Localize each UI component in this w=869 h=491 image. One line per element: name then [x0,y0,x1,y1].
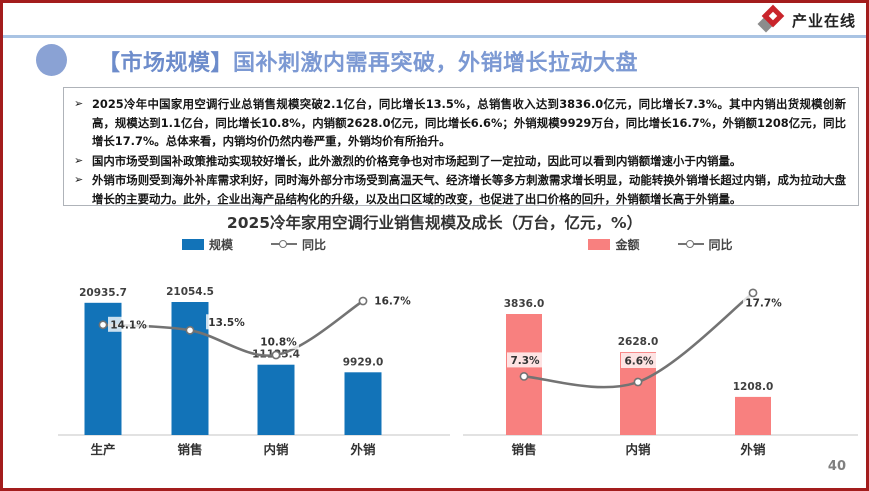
line-value-label: 14.1% [110,319,147,331]
legend-item-yoy-left: 同比 [271,236,326,253]
chart-units: 20935.7生产21054.5销售11125.4内销9929.0外销14.1%… [58,286,450,457]
legend-item-scale: 规模 [181,236,233,253]
bar [257,364,295,435]
bar-value-label: 2628.0 [618,336,659,348]
line-label-box [743,294,784,310]
title-bullet-circle [36,44,67,76]
bar-value-label: 9929.0 [343,356,384,368]
legend-left: 规模 同比 [58,235,450,253]
bullet-arrow-icon: ➢ [74,97,84,110]
chart-value: 3836.0 销售 2628.0 内销 1208.0 外销 7.3% 6.6% 17.7% [463,288,858,457]
line-marker [519,372,529,381]
legend-item-yoy-right: 同比 [677,236,733,253]
bullet-arrow-icon: ➢ [74,153,84,167]
page-title-prefix: 【市场规模】 [98,51,234,76]
category-label: 销售 [511,442,536,457]
summary-bullet: ➢ 外销市场则受到海外补库需求利好，同时海外部分市场受到高温天气、经济增长等多方刺… [74,171,846,206]
line-marker [358,296,368,306]
page-number: 40 [827,459,846,474]
category-label: 生产 [90,442,115,457]
bar-value-label: 21054.5 [166,286,214,298]
legend-label-yoy-left: 同比 [302,237,327,252]
summary-bullet: ➢ 2025冷年中国家用空调行业总销售规模突破2.1亿台，同比增长13.5%，总销… [74,95,846,151]
bar-swatch-icon [181,238,204,250]
bar-value-label: 1208.0 [733,381,774,393]
line-value-label: 16.7% [374,296,411,308]
page-title: 【市场规模】国补刺激内需再突破，外销增长拉动大盘 [98,45,638,77]
line-marker [633,377,643,387]
bar [735,396,771,435]
line-label-box [621,353,657,368]
line-marker-icon [677,240,704,248]
line-value-label: 13.5% [208,317,245,329]
brand-diamond-icon [756,4,786,34]
line-marker-icon [271,240,297,248]
bullet-arrow-icon: ➢ [74,173,84,186]
line-value-label: 17.7% [745,297,782,309]
line-value-label: 6.6% [624,356,654,368]
bar-value-label: 3836.0 [504,298,545,310]
page-title-rest: 国补刺激内需再突破，外销增长拉动大盘 [233,51,639,76]
summary-bullet: ➢ 国内市场受到国补政策推动实现较好增长，此外激烈的价格竞争也对市场起到了一定拉动… [74,152,846,171]
legend-label-amount: 金额 [615,237,640,252]
bullet-text: 外销市场则受到海外补库需求利好，同时海外部分市场受到高温天气、经济增长等多方刺激… [92,173,846,206]
line-label-box [258,334,299,349]
top-band [3,3,866,35]
header-divider [3,35,866,38]
category-label: 外销 [739,442,766,457]
bullet-text: 国内市场受到国补政策推动实现较好增长，此外激烈的价格竞争也对市场起到了一定拉动，… [92,153,742,168]
brand-name: 产业在线 [791,11,856,30]
legend-item-amount: 金额 [588,236,640,253]
legend-label-yoy-right: 同比 [708,237,733,252]
line-value-label: 7.3% [510,355,540,367]
legend-right: 金额 同比 [463,235,858,253]
line-marker [271,350,281,360]
line-value-label: 10.8% [260,337,297,349]
category-label: 内销 [625,442,651,457]
category-label: 销售 [177,442,202,457]
bar [171,302,209,435]
legend-label-scale: 规模 [208,237,233,252]
line-label-box [206,314,247,330]
brand-logo: 产业在线 [756,4,856,34]
line-marker [98,320,108,330]
category-label: 外销 [349,442,376,457]
bar-swatch-icon [588,238,611,250]
line-marker [185,325,195,335]
bullet-text: 2025冷年中国家用空调行业总销售规模突破2.1亿台，同比增长13.5%，总销售… [92,97,846,148]
line-marker [748,288,758,298]
line-label-box [372,293,413,308]
category-label: 内销 [263,442,289,457]
chart-title: 2025冷年家用空调行业销售规模及成长（万台，亿元，%） [226,214,643,232]
line-label-box [108,316,149,332]
bar-value-label: 20935.7 [79,287,127,299]
summary-box: ➢ 2025冷年中国家用空调行业总销售规模突破2.1亿台，同比增长13.5%，总销… [63,87,859,206]
line-label-box [507,352,543,368]
bar [344,372,382,435]
